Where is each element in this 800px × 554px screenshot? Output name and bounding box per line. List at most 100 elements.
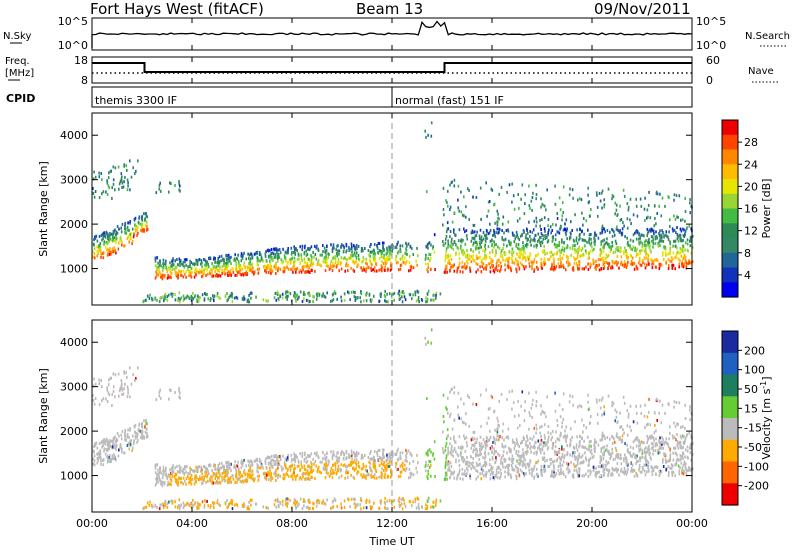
- power-data-cell: [114, 248, 116, 252]
- power-data-cell: [620, 262, 622, 266]
- velocity-data-cell: [417, 461, 419, 465]
- power-data-cell: [594, 231, 596, 235]
- velocity-data-cell: [394, 453, 396, 456]
- velocity-data-cell: [516, 470, 519, 474]
- power-data-cell: [293, 251, 295, 254]
- power-data-cell: [112, 178, 115, 182]
- velocity-data-cell: [626, 470, 629, 474]
- velocity-data-cell: [664, 458, 667, 462]
- velocity-data-cell: [154, 483, 157, 487]
- velocity-data-cell: [578, 445, 580, 449]
- velocity-data-cell: [546, 443, 548, 447]
- power-data-cell: [494, 254, 496, 258]
- power-data-cell: [368, 253, 370, 257]
- power-data-cell: [632, 245, 635, 249]
- power-data-cell: [608, 245, 611, 249]
- power-data-cell: [116, 225, 119, 228]
- power-data-cell: [338, 249, 341, 253]
- power-data-cell: [476, 230, 478, 234]
- power-data-cell: [256, 259, 259, 263]
- power-data-cell: [643, 262, 646, 266]
- velocity-data-cell: [450, 452, 453, 456]
- velocity-data-cell: [511, 454, 514, 458]
- power-data-cell: [671, 266, 674, 270]
- velocity-data-cell: [498, 399, 500, 403]
- power-data-cell: [191, 262, 194, 266]
- velocity-data-cell: [650, 446, 653, 450]
- velocity-data-cell: [455, 458, 457, 462]
- power-data-cell: [685, 261, 688, 265]
- velocity-data-cell: [174, 477, 177, 481]
- power-data-cell: [626, 263, 629, 267]
- power-data-cell: [533, 237, 536, 241]
- velocity-data-cell: [390, 474, 393, 478]
- velocity-data-cell: [290, 464, 292, 468]
- power-data-cell: [490, 187, 493, 191]
- velocity-data-cell: [464, 437, 466, 441]
- velocity-data-cell: [555, 472, 558, 476]
- power-data-cell: [575, 257, 577, 261]
- power-data-cell: [365, 266, 368, 270]
- power-data-cell: [671, 263, 674, 267]
- power-data-cell: [397, 268, 400, 272]
- velocity-data-cell: [626, 409, 629, 413]
- velocity-data-cell: [611, 473, 614, 477]
- velocity-data-cell: [365, 473, 368, 477]
- velocity-data-cell: [405, 467, 408, 471]
- velocity-data-cell: [606, 462, 609, 466]
- power-data-cell: [121, 243, 123, 247]
- power-data-cell: [502, 243, 505, 247]
- velocity-data-cell: [507, 436, 510, 440]
- power-data-cell: [601, 224, 604, 228]
- power-data-cell: [277, 248, 280, 252]
- velocity-data-cell: [107, 391, 110, 395]
- power-data-cell: [595, 233, 598, 237]
- velocity-data-cell: [553, 473, 555, 477]
- velocity-data-cell: [381, 457, 384, 461]
- velocity-data-cell: [217, 476, 220, 479]
- velocity-data-cell: [508, 457, 510, 460]
- power-data-cell: [371, 263, 373, 267]
- velocity-data-cell: [209, 477, 211, 481]
- velocity-data-cell: [547, 465, 549, 469]
- velocity-data-cell: [352, 467, 354, 470]
- velocity-data-cell: [126, 435, 129, 439]
- velocity-data-cell: [158, 475, 160, 479]
- power-data-cell: [144, 223, 147, 227]
- power-data-cell: [517, 236, 519, 240]
- power-data-cell: [613, 230, 615, 234]
- power-data-cell: [565, 229, 568, 233]
- power-data-cell: [254, 252, 257, 256]
- velocity-data-cell: [620, 440, 623, 444]
- power-data-cell: [508, 242, 511, 246]
- power-data-cell: [659, 262, 662, 266]
- velocity-data-cell: [663, 440, 665, 444]
- power-data-cell: [402, 254, 404, 258]
- velocity-data-cell: [676, 444, 679, 448]
- velocity-data-cell: [427, 477, 429, 481]
- velocity-data-cell: [342, 464, 345, 468]
- power-data-cell: [482, 249, 484, 253]
- velocity-data-cell: [426, 452, 429, 456]
- power-data-cell: [463, 214, 465, 218]
- velocity-data-cell: [279, 474, 282, 478]
- power-data-cell: [641, 248, 644, 252]
- velocity-data-cell: [350, 463, 353, 467]
- velocity-data-cell: [343, 452, 346, 456]
- velocity-data-cell: [511, 468, 514, 472]
- velocity-data-cell: [93, 463, 96, 467]
- power-data-cell: [591, 245, 593, 249]
- power-data-cell: [282, 260, 284, 264]
- velocity-data-cell: [638, 468, 640, 472]
- power-data-cell: [344, 269, 346, 273]
- power-data-cell: [243, 263, 245, 267]
- power-data-cell: [427, 257, 429, 260]
- velocity-data-cell: [682, 434, 684, 438]
- power-data-cell: [599, 258, 602, 262]
- velocity-data-cell: [671, 473, 674, 477]
- velocity-data-cell: [128, 447, 130, 451]
- velocity-data-cell: [178, 477, 181, 481]
- velocity-data-cell: [522, 451, 524, 455]
- power-data-cell: [606, 237, 608, 241]
- power-data-cell: [100, 252, 102, 256]
